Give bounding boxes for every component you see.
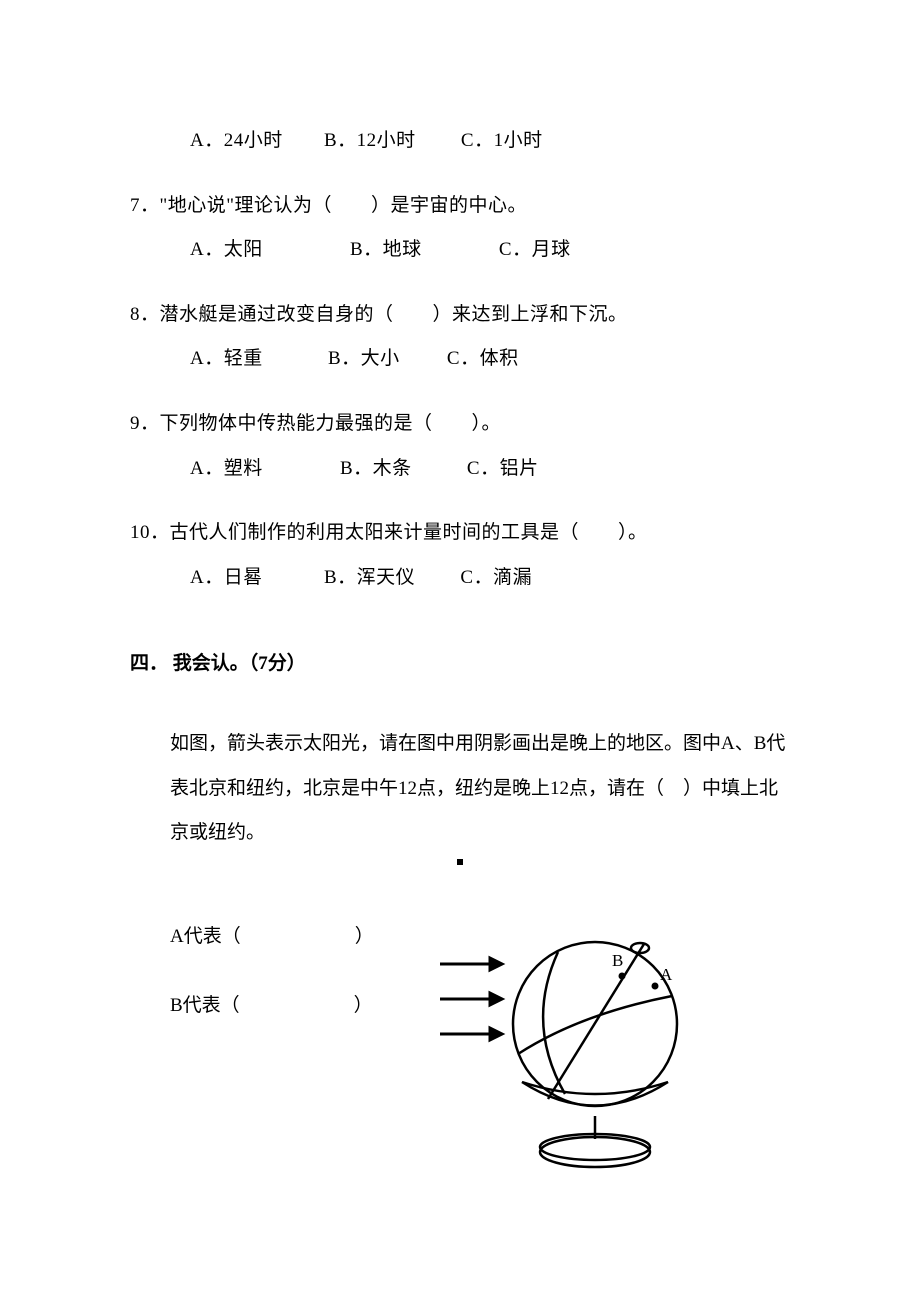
fill-b: B代表（ ）: [170, 993, 430, 1020]
q8-opt-c: C．体积: [447, 346, 519, 373]
q8-options: A．轻重 B．大小 C．体积: [190, 346, 790, 373]
q10-opt-c: C．滴漏: [460, 565, 532, 592]
globe-figure: A B: [430, 914, 690, 1203]
q8-opt-a: A．轻重: [190, 346, 263, 373]
svg-text:A: A: [660, 965, 673, 984]
q7-opt-c: C．月球: [499, 237, 571, 264]
section4-title: 四． 我会认。（7分）: [130, 651, 790, 678]
q10-opt-b: B．浑天仪: [324, 565, 415, 592]
q8-text: 8．潜水艇是通过改变自身的（ ）来达到上浮和下沉。: [130, 302, 790, 329]
q6-opt-a: A．24小时: [190, 128, 283, 155]
svg-text:B: B: [612, 951, 623, 970]
fill-a: A代表（ ）: [170, 924, 430, 951]
q7-opt-b: B．地球: [350, 237, 422, 264]
section4-paragraph: 如图，箭头表示太阳光，请在图中用阴影画出是晚上的地区。图中A、B代表北京和纽约，…: [170, 722, 790, 856]
q6-opt-c: C．1小时: [461, 128, 543, 155]
q6-opt-b: B．12小时: [324, 128, 416, 155]
q7-options: A．太阳 B．地球 C．月球: [190, 237, 790, 264]
q7-opt-a: A．太阳: [190, 237, 263, 264]
q9-opt-c: C．铝片: [467, 456, 539, 483]
q10-opt-a: A．日晷: [190, 565, 263, 592]
q10-options: A．日晷 B．浑天仪 C．滴漏: [190, 565, 790, 592]
q10-text: 10．古代人们制作的利用太阳来计量时间的工具是（ ）。: [130, 520, 790, 547]
q8-opt-b: B．大小: [328, 346, 400, 373]
q7-text: 7．"地心说"理论认为（ ）是宇宙的中心。: [130, 193, 790, 220]
q6-options: A．24小时 B．12小时 C．1小时: [190, 128, 790, 155]
q9-options: A．塑料 B．木条 C．铝片: [190, 456, 790, 483]
q9-text: 9．下列物体中传热能力最强的是（ ）。: [130, 411, 790, 438]
q9-opt-b: B．木条: [340, 456, 412, 483]
q9-opt-a: A．塑料: [190, 456, 263, 483]
